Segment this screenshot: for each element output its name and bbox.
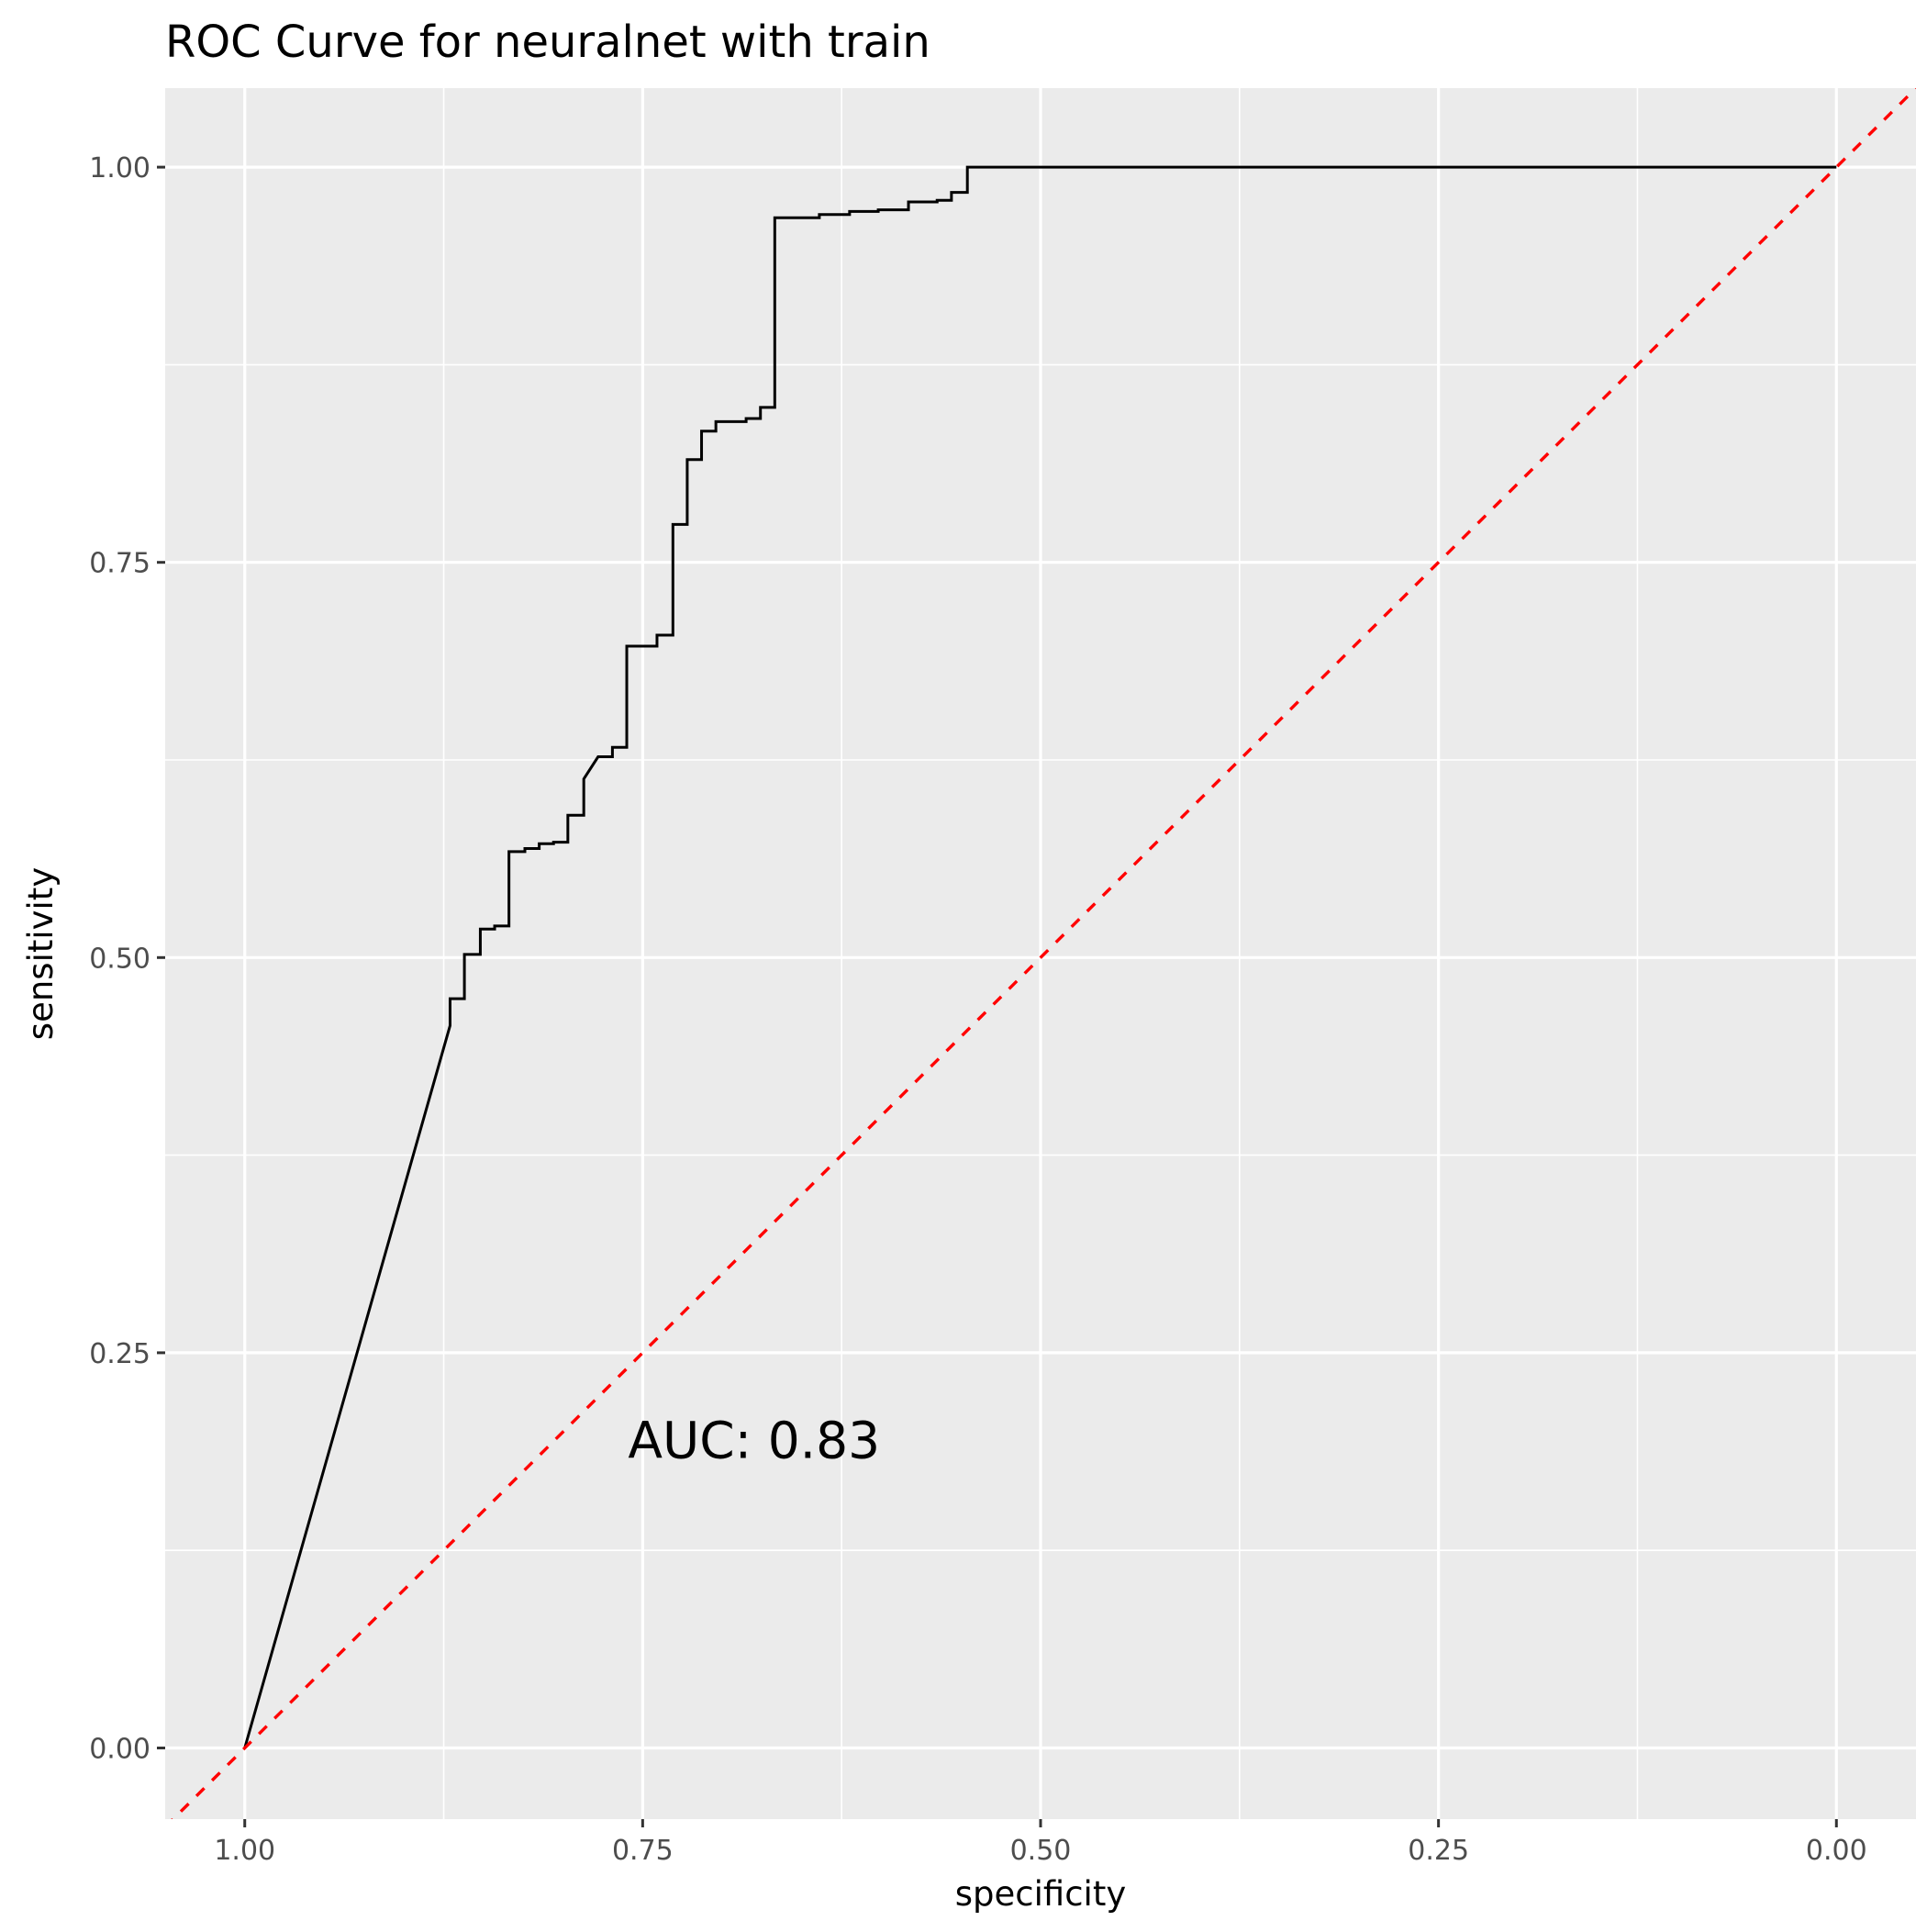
reference-diagonal-line [171, 88, 1916, 1819]
x-tick-label: 0.00 [1806, 1835, 1867, 1867]
x-tick-label: 0.50 [1010, 1835, 1072, 1867]
series-layer [171, 88, 1916, 1819]
y-axis-title: sensitivity [21, 867, 61, 1040]
y-tick-label: 1.00 [89, 152, 150, 184]
y-tick-label: 0.50 [89, 943, 150, 975]
y-tick-label: 0.00 [89, 1733, 150, 1765]
x-axis-ticks: 1.00 0.75 0.50 0.25 0.00 [214, 1819, 1867, 1867]
y-axis-ticks: 0.00 0.25 0.50 0.75 1.00 [89, 152, 165, 1765]
y-tick-label: 0.75 [89, 548, 150, 580]
chart-title: ROC Curve for neuralnet with train [165, 17, 930, 68]
y-tick-label: 0.25 [89, 1338, 150, 1370]
x-axis-title: specificity [955, 1874, 1126, 1914]
x-tick-label: 0.75 [612, 1835, 674, 1867]
x-tick-label: 1.00 [214, 1835, 275, 1867]
roc-curve-line [243, 165, 1837, 1748]
auc-annotation: AUC: 0.83 [628, 1412, 880, 1470]
x-tick-label: 0.25 [1408, 1835, 1469, 1867]
